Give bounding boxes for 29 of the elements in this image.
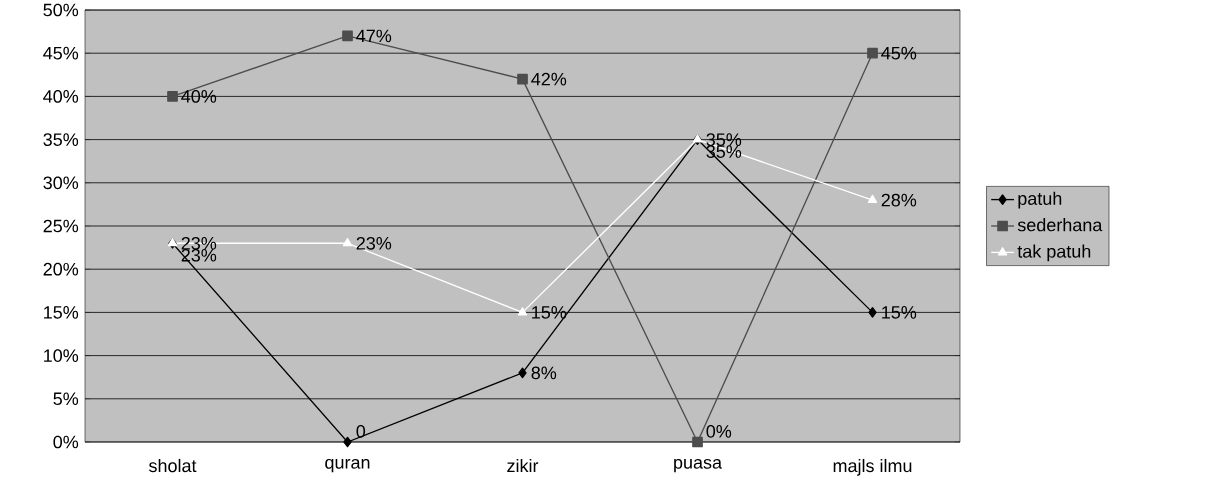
data-label: 28% <box>881 193 917 207</box>
legend-label: sederhana <box>1017 218 1103 232</box>
x-tick-label: puasa <box>674 458 723 473</box>
y-tick-label: 35% <box>43 133 79 146</box>
data-label: 0 <box>356 424 366 438</box>
y-tick-label: 15% <box>44 306 79 319</box>
x-tick-label: zikir <box>507 458 539 472</box>
x-tick-label: majls ilmu <box>833 458 912 476</box>
y-tick-label: 45% <box>43 46 79 60</box>
data-label: 23% <box>181 248 217 262</box>
legend-label: tak patuh <box>1017 244 1091 262</box>
y-tick-label: 25% <box>43 219 79 233</box>
data-label: 8% <box>531 366 557 380</box>
data-label: 0% <box>706 424 732 438</box>
y-tick-label: 40% <box>43 90 79 103</box>
y-tick-label: 10% <box>44 349 79 362</box>
y-tick-label: 5% <box>53 392 79 406</box>
x-tick-label: sholat <box>148 458 197 473</box>
data-label: 45% <box>881 46 917 60</box>
data-label: 23% <box>356 236 392 250</box>
x-tick-label: quran <box>325 458 370 473</box>
data-label: 47% <box>356 29 392 43</box>
y-tick-label: 20% <box>43 262 79 276</box>
legend-label: patuh <box>1018 191 1062 209</box>
y-tick-label: 30% <box>43 176 79 190</box>
y-tick-label: 0% <box>53 435 79 449</box>
data-label: 23% <box>181 236 217 250</box>
y-tick-label: 50% <box>43 3 79 17</box>
data-label: 42% <box>531 72 567 86</box>
